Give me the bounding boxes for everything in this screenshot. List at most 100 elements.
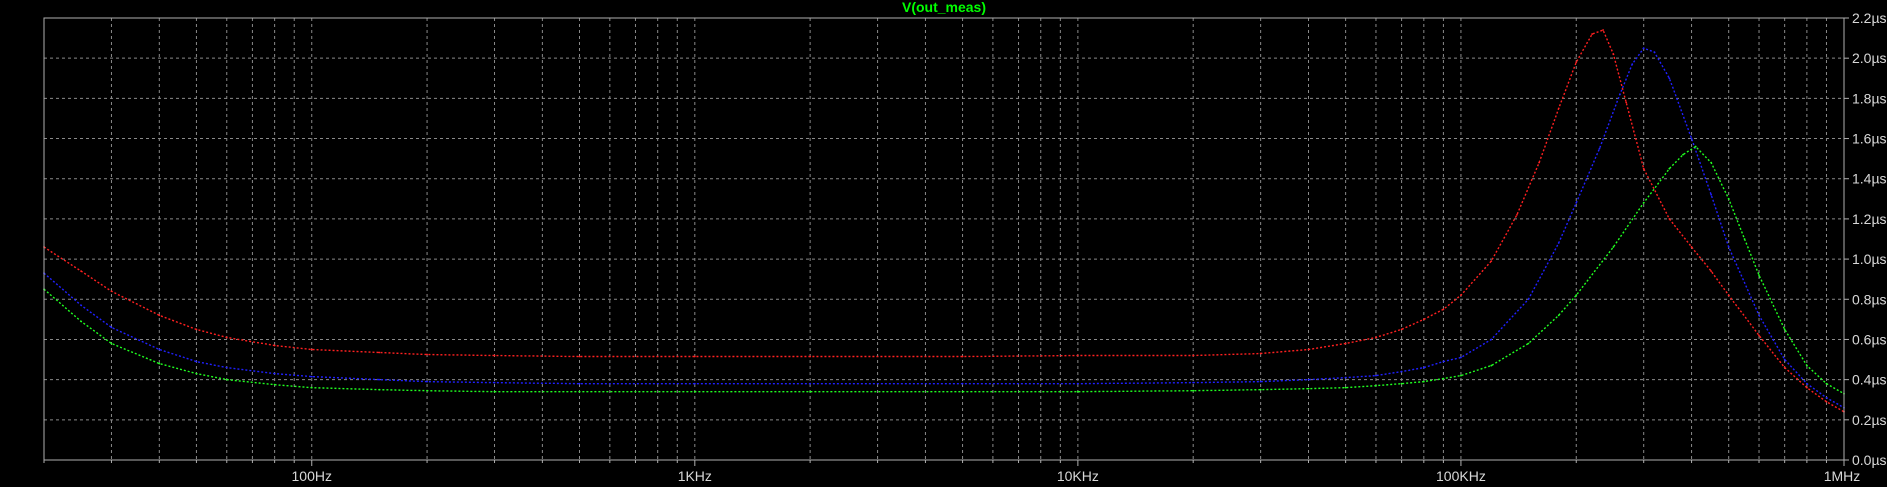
- trace-1-point: [273, 344, 276, 347]
- trace-2-point: [1422, 366, 1425, 369]
- trace-2-point: [1375, 374, 1377, 377]
- trace-2-point: [1460, 356, 1462, 359]
- y-tick-label: 2.2µs: [1852, 10, 1887, 26]
- trace-2-point: [158, 348, 161, 351]
- trace-1: [43, 29, 1845, 413]
- trace-3-point: [1682, 153, 1684, 156]
- trace-2-point: [809, 382, 812, 385]
- trace-2-point: [273, 372, 276, 375]
- trace-3-point: [1422, 380, 1425, 383]
- y-tick-label: 1.4µs: [1852, 171, 1887, 187]
- trace-3-point: [1259, 388, 1262, 391]
- trace-2-point: [1575, 201, 1578, 204]
- trace-3-point: [1758, 274, 1760, 277]
- trace-1-point: [1516, 213, 1518, 216]
- trace-2-point: [1344, 376, 1347, 379]
- trace-1-point: [693, 355, 696, 358]
- trace-1-point: [1690, 246, 1693, 248]
- y-tick-label: 2.0µs: [1852, 50, 1887, 66]
- trace-3-point: [1557, 314, 1560, 317]
- y-tick-label: 1.6µs: [1852, 131, 1887, 147]
- trace-3-point: [1694, 145, 1697, 148]
- trace-1-point: [809, 355, 812, 358]
- trace-1-point: [195, 328, 198, 331]
- trace-2-point: [225, 366, 228, 369]
- trace-1-point: [1442, 308, 1445, 311]
- trace-2-point: [1690, 137, 1693, 140]
- x-tick-label: 10KHz: [1057, 468, 1099, 484]
- y-tick-label: 0.2µs: [1852, 412, 1887, 428]
- y-tick-label: 0.4µs: [1852, 372, 1887, 388]
- trace-2-point: [1598, 147, 1601, 150]
- trace-2-point: [1442, 360, 1445, 363]
- trace-3-point: [80, 320, 83, 323]
- trace-1-point: [961, 355, 964, 358]
- x-tick-label: 100Hz: [292, 468, 332, 484]
- trace-3-point: [493, 390, 496, 393]
- trace-3-point: [1612, 246, 1615, 248]
- trace-2: [43, 47, 1845, 409]
- trace-1-point: [578, 355, 581, 358]
- trace-1-point: [1538, 161, 1541, 164]
- trace-1-point: [1591, 33, 1594, 35]
- trace-3-point: [1668, 167, 1671, 170]
- x-tick-label: 1KHz: [678, 468, 712, 484]
- trace-3-point: [378, 388, 381, 391]
- trace-1-point: [158, 314, 161, 317]
- trace-2-point: [1527, 298, 1530, 301]
- trace-3-point: [1344, 386, 1347, 389]
- trace-3-point: [1527, 342, 1530, 345]
- trace-3-point: [1743, 238, 1746, 240]
- trace-2-point: [1400, 370, 1403, 373]
- trace-1-point: [1602, 29, 1604, 31]
- trace-3-point: [1192, 389, 1195, 392]
- trace-2-point: [1192, 381, 1195, 384]
- trace-1-point: [1490, 260, 1493, 262]
- trace-3-point: [225, 378, 228, 381]
- trace-1-point: [378, 351, 381, 354]
- trace-1-point: [1375, 336, 1377, 339]
- trace-3-point: [1460, 374, 1462, 377]
- trace-3-point: [1825, 382, 1828, 385]
- trace-1-point: [1575, 61, 1578, 64]
- trace-1-point: [80, 270, 83, 273]
- plot-frame: [43, 17, 1845, 461]
- trace-1-point: [1307, 348, 1310, 351]
- trace-1-point: [426, 353, 428, 356]
- trace-2-point: [1307, 378, 1310, 381]
- x-tick-label: 1MHz: [1824, 468, 1861, 484]
- trace-3-point: [110, 342, 113, 345]
- trace-1-point: [1710, 270, 1713, 273]
- trace-1-point: [1668, 218, 1671, 220]
- trace-2-point: [493, 381, 496, 384]
- trace-1-point: [1192, 354, 1195, 357]
- series-traces: [43, 29, 1845, 413]
- trace-2-point: [1653, 51, 1656, 54]
- trace-1-point: [110, 290, 113, 293]
- trace-3-point: [1400, 382, 1403, 385]
- trace-1-point: [1422, 318, 1425, 321]
- trace-3-point: [1710, 161, 1713, 164]
- trace-2-point: [1783, 358, 1786, 361]
- trace-3-point: [578, 390, 581, 393]
- trace-title[interactable]: V(out_meas): [902, 0, 986, 15]
- trace-2-point: [1710, 193, 1713, 196]
- trace-1-point: [310, 348, 313, 351]
- trace-3-point: [1442, 377, 1445, 380]
- trace-1-point: [1642, 167, 1645, 170]
- y-tick-label: 1.2µs: [1852, 211, 1887, 227]
- trace-2-point: [1642, 47, 1645, 50]
- trace-3-point: [1076, 390, 1079, 393]
- y-tick-label: 0.8µs: [1852, 291, 1887, 307]
- trace-3-point: [1642, 201, 1645, 204]
- trace-3-point: [273, 383, 276, 386]
- y-tick-labels: 0.0µs 0.2µs 0.4µs 0.6µs 0.8µs 1.0µs 1.2µs 1.4µs…: [1852, 10, 1887, 468]
- trace-2-point: [1825, 396, 1828, 399]
- trace-3-point: [1575, 294, 1578, 297]
- trace-1-point: [225, 336, 228, 339]
- trace-1-point: [1076, 354, 1079, 357]
- y-tick-label: 1.0µs: [1852, 251, 1887, 267]
- trace-3-point: [1307, 387, 1310, 390]
